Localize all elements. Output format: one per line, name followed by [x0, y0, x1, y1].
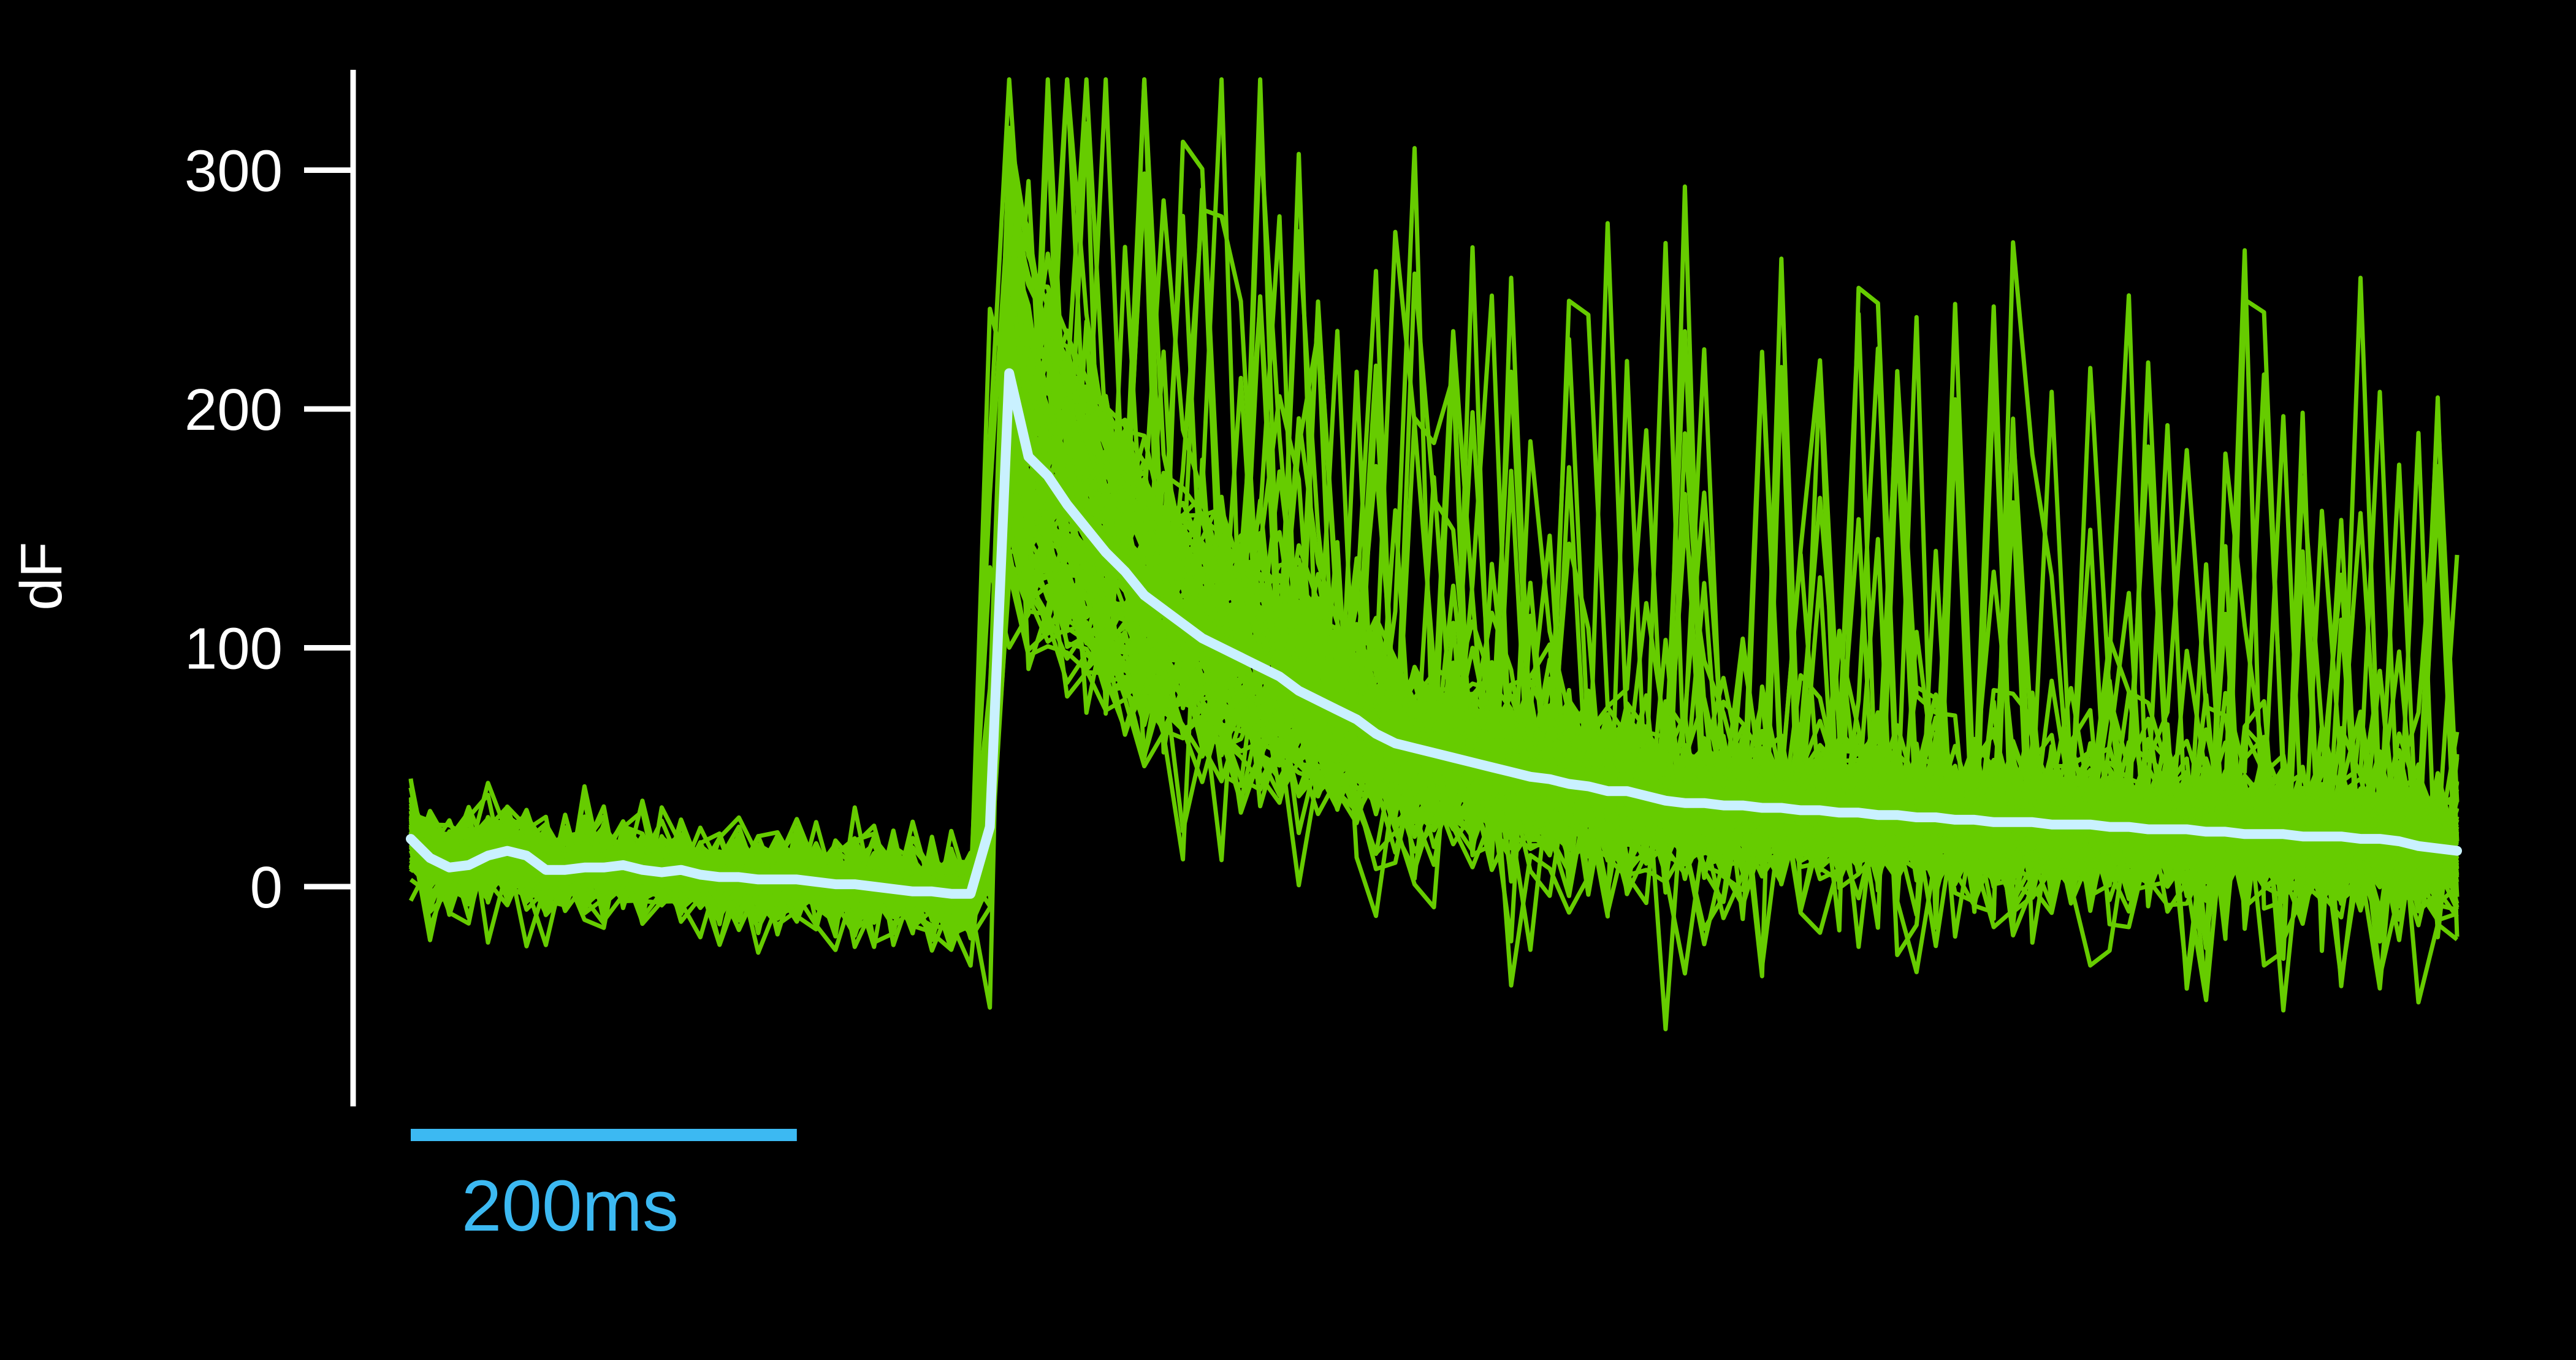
y-tick-label: 200 [185, 377, 283, 443]
mean-trace [406, 368, 2462, 899]
mean-trace-layer [406, 368, 2462, 899]
y-tick-label: 100 [185, 616, 283, 682]
trial-trace [408, 139, 2460, 968]
y-tick-label: 0 [250, 855, 283, 920]
y-tick-label: 300 [185, 139, 283, 204]
y-axis-label: dF [9, 542, 74, 611]
scale-bar-label: 200ms [462, 1166, 679, 1247]
y-axis: 0 100 200 300 [185, 69, 356, 1107]
